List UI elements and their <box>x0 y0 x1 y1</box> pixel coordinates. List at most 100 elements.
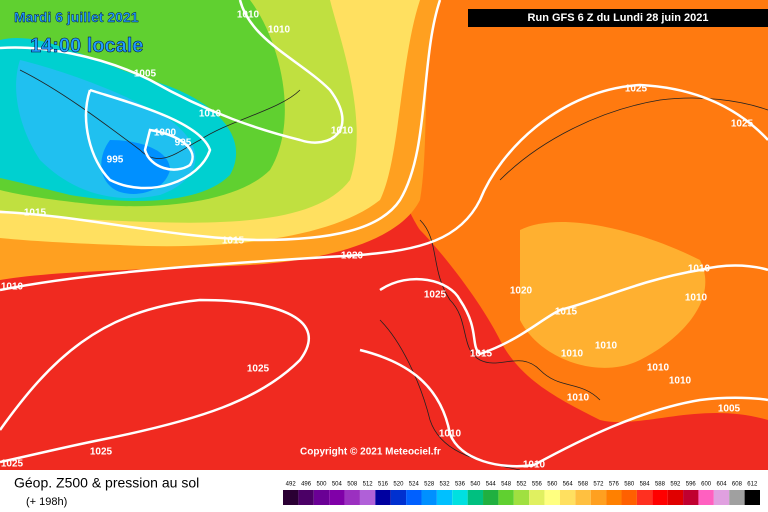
scale-cell <box>452 490 468 505</box>
isobar-label: 1020 <box>510 286 533 297</box>
isobar-line <box>0 0 344 144</box>
forecast-time: 14:00 locale <box>30 35 143 57</box>
scale-label: 540 <box>470 482 481 488</box>
isobar-line <box>0 0 442 242</box>
scale-label: 508 <box>347 482 358 488</box>
isobar-label: 1020 <box>341 251 364 262</box>
coast-scandinavia <box>499 97 768 181</box>
scale-cell <box>436 490 453 505</box>
scale-label: 512 <box>363 482 374 488</box>
isobar-label: 1025 <box>1 459 24 470</box>
isobar-label: 1010 <box>561 349 584 360</box>
scale-cell <box>575 490 591 505</box>
isobar-line <box>359 348 768 468</box>
scale-cell <box>606 490 622 505</box>
scale-label: 544 <box>486 482 497 488</box>
isobar-label: 1010 <box>567 393 590 404</box>
field-blue <box>101 140 170 194</box>
scale-label: 608 <box>732 482 743 488</box>
scale-cell <box>359 490 376 505</box>
scale-label: 580 <box>624 482 635 488</box>
scale-cell <box>390 490 407 505</box>
run-banner <box>468 9 768 27</box>
scale-label: 516 <box>378 482 389 488</box>
scale-cell <box>698 490 714 505</box>
isobar-label: 1010 <box>237 10 260 21</box>
scale-cell <box>298 490 314 505</box>
scale-label: 548 <box>501 482 512 488</box>
scale-cell <box>375 490 391 505</box>
isobar-label: 1025 <box>625 84 648 95</box>
run-info: Run GFS 6 Z du Lundi 28 juin 2021 <box>528 12 709 24</box>
copyright: Copyright © 2021 Meteociel.fr <box>300 447 441 458</box>
scale-label: 556 <box>532 482 543 488</box>
isobar-label: 1010 <box>688 264 711 275</box>
isobar-label: 1005 <box>134 69 157 80</box>
scale-cell <box>467 490 484 505</box>
scale-cell <box>483 490 499 505</box>
isobar-label: 1005 <box>718 404 741 415</box>
scale-label: 568 <box>578 482 589 488</box>
isobar-line <box>0 298 311 464</box>
isobar-label: 1010 <box>1 282 24 293</box>
isobar-label: 1010 <box>595 341 618 352</box>
scale-label: 576 <box>609 482 620 488</box>
scale-label: 492 <box>286 482 297 488</box>
map <box>0 0 768 471</box>
scale-label: 560 <box>547 482 558 488</box>
scale-label: 496 <box>301 482 312 488</box>
scale-label: 520 <box>393 482 404 488</box>
field-warm-pocket <box>520 221 706 368</box>
scale-cell <box>713 490 730 505</box>
isobar-label: 1010 <box>268 25 291 36</box>
scale-label: 604 <box>717 482 728 488</box>
scale-label: 524 <box>409 482 420 488</box>
isobar-label: 995 <box>175 138 192 149</box>
scale-label: 612 <box>747 482 758 488</box>
scale-cell <box>683 490 699 505</box>
isobar-label: 1010 <box>685 293 708 304</box>
scale-label: 528 <box>424 482 435 488</box>
scale-cell <box>636 490 653 505</box>
scale-cell <box>406 490 422 505</box>
scale-label: 536 <box>455 482 466 488</box>
scale-cell <box>667 490 684 505</box>
scale-cell <box>559 490 576 505</box>
coast-greenland <box>19 69 301 159</box>
isobar-label: 1010 <box>331 126 354 137</box>
scale-cell <box>590 490 607 505</box>
scale-label: 532 <box>440 482 451 488</box>
scale-label: 552 <box>516 482 527 488</box>
isobar-label: 1000 <box>154 128 177 139</box>
scale-label: 504 <box>332 482 343 488</box>
isobar-label: 1010 <box>647 363 670 374</box>
scale-label: 592 <box>670 482 681 488</box>
isobar-line <box>84 88 212 190</box>
isobar-label: 1010 <box>523 460 546 471</box>
isobar-label: 1010 <box>439 429 462 440</box>
legend-title: Géop. Z500 & pression au sol <box>14 475 199 491</box>
isobar-label: 1025 <box>424 290 447 301</box>
isobar-label: 1025 <box>90 447 113 458</box>
isobar-label: 1025 <box>731 119 754 130</box>
scale-cell <box>529 490 545 505</box>
scale-cell <box>621 490 637 505</box>
isobar-label: 1010 <box>669 376 692 387</box>
scale-cell <box>652 490 668 505</box>
isobar-label: 1015 <box>222 236 245 247</box>
isobar-line <box>0 83 768 292</box>
coast-europe <box>419 219 601 401</box>
scale-cell <box>283 490 299 505</box>
isobar-label: 1025 <box>247 364 270 375</box>
isobar-line <box>143 128 194 171</box>
legend-lead: (+ 198h) <box>26 496 67 508</box>
isobar-label: 1010 <box>199 109 222 120</box>
scale-cell <box>544 490 560 505</box>
scale-cell <box>344 490 360 505</box>
scale-cell <box>329 490 345 505</box>
scale-label: 600 <box>701 482 712 488</box>
isobar-labels: 1010101010051010100099599510101015101510… <box>1 10 754 471</box>
isobars <box>0 0 768 468</box>
scale-cell <box>744 490 760 505</box>
isobar-label: 1015 <box>555 307 578 318</box>
